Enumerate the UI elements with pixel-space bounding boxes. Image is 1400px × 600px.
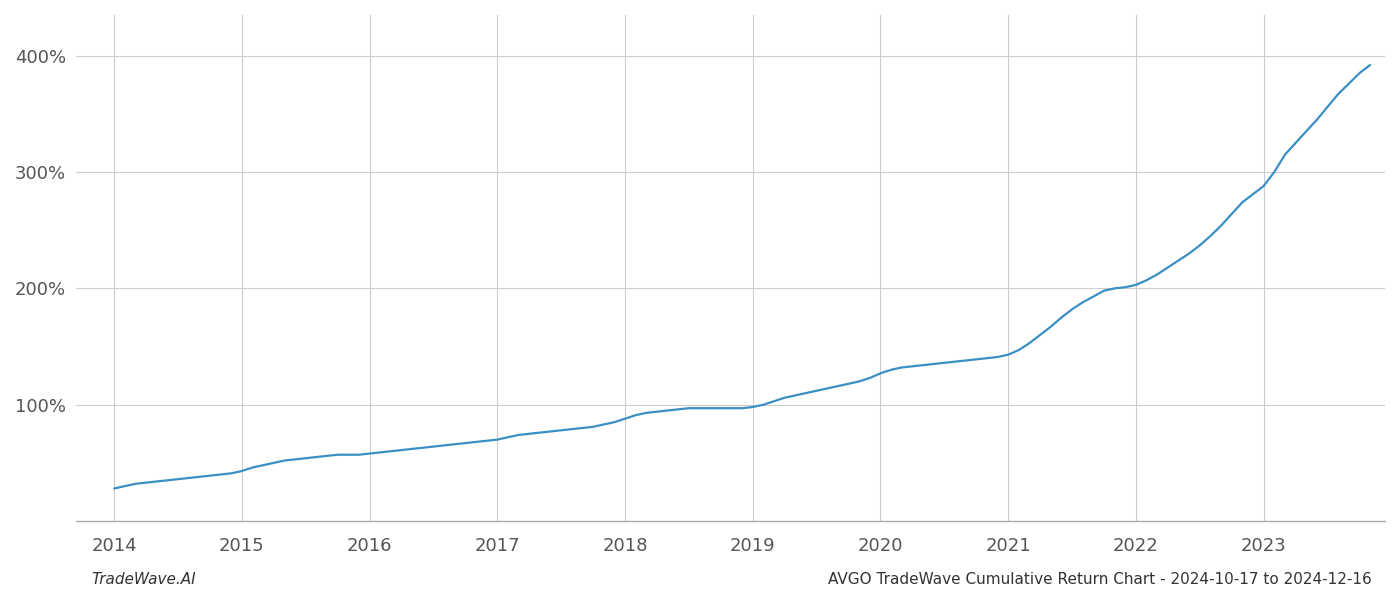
Text: TradeWave.AI: TradeWave.AI [91, 572, 196, 587]
Text: AVGO TradeWave Cumulative Return Chart - 2024-10-17 to 2024-12-16: AVGO TradeWave Cumulative Return Chart -… [829, 572, 1372, 587]
